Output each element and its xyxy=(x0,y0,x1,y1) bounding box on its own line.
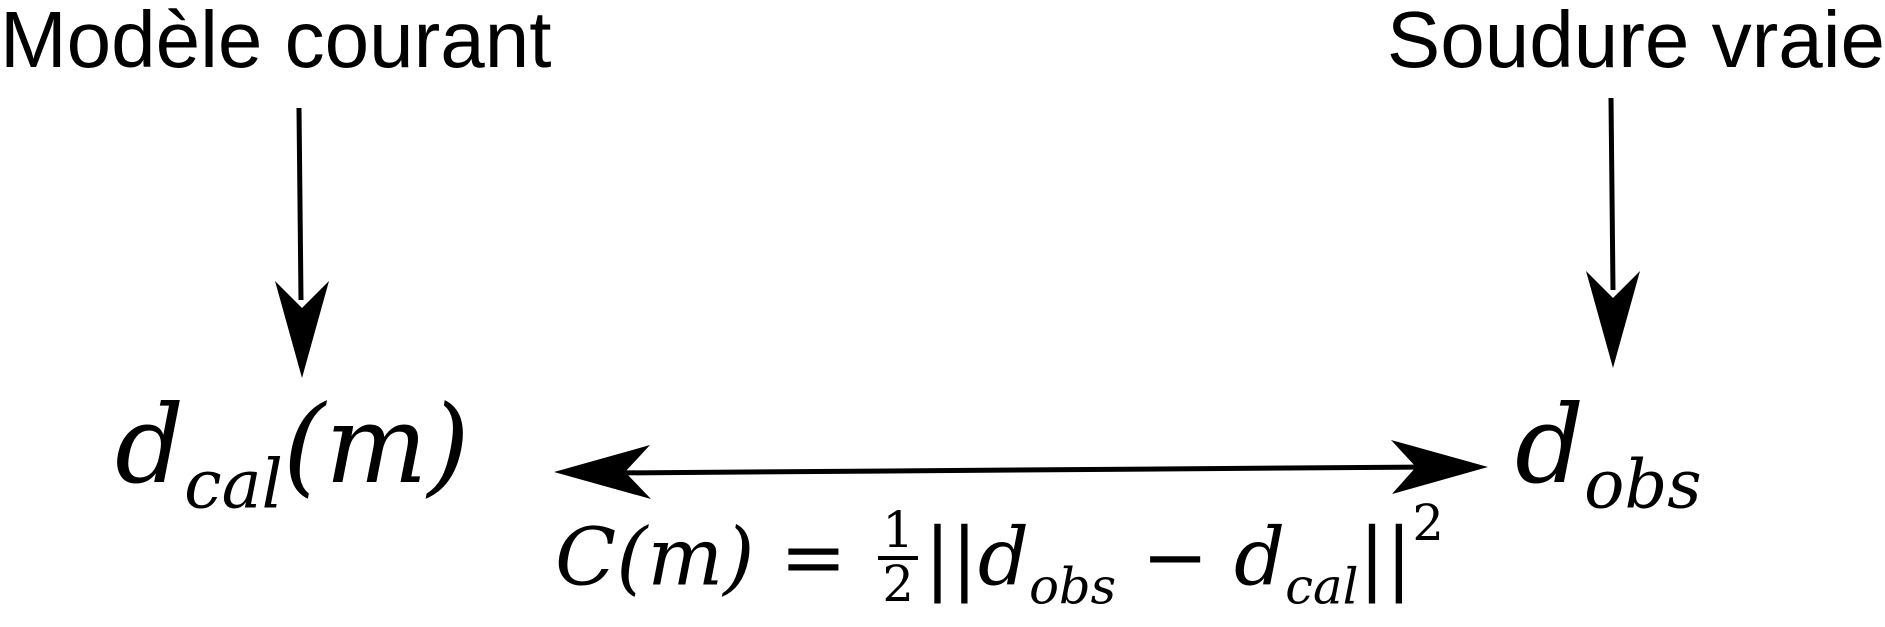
cost-arg: (m) xyxy=(616,510,755,604)
m-argument: (m) xyxy=(282,383,470,508)
fraction-denominator: 2 xyxy=(882,554,914,613)
calculated-data-label: dcal(m) xyxy=(115,392,470,518)
obs-subscript: obs xyxy=(1584,445,1702,524)
d-symbol: d xyxy=(977,510,1030,604)
cost-lhs: C xyxy=(555,510,617,604)
d-symbol: d xyxy=(1234,510,1286,604)
cost-function-formula: C(m) = 1 2 ||dobs − dcal||2 xyxy=(555,498,1444,616)
arrow-weld-to-dobs-shaft xyxy=(1608,97,1616,291)
true-weld-label: Soudure vraie xyxy=(1386,0,1885,84)
double-arrow-shaft xyxy=(609,464,1431,476)
squared-exponent: 2 xyxy=(1412,493,1444,552)
equals-sign: = xyxy=(754,510,873,604)
minus-sign: − xyxy=(1116,510,1235,604)
norm-close: || xyxy=(1358,510,1413,604)
arrow-weld-to-dobs-head xyxy=(1586,271,1640,368)
current-model-label: Modèle courant xyxy=(0,0,552,84)
norm-open: || xyxy=(923,510,978,604)
double-arrow-right-head xyxy=(1391,440,1488,494)
arrow-model-to-dcal-head xyxy=(275,281,329,378)
d-symbol: d xyxy=(1515,383,1585,508)
double-arrow-left-head xyxy=(554,445,651,499)
arrow-model-to-dcal-shaft xyxy=(296,107,304,301)
d-symbol: d xyxy=(115,383,185,508)
cal-subscript: cal xyxy=(184,445,283,524)
obs-subscript: obs xyxy=(1029,557,1117,616)
cal-subscript: cal xyxy=(1285,557,1359,616)
fraction-numerator: 1 xyxy=(878,505,918,560)
observed-data-label: dobs xyxy=(1515,392,1702,518)
